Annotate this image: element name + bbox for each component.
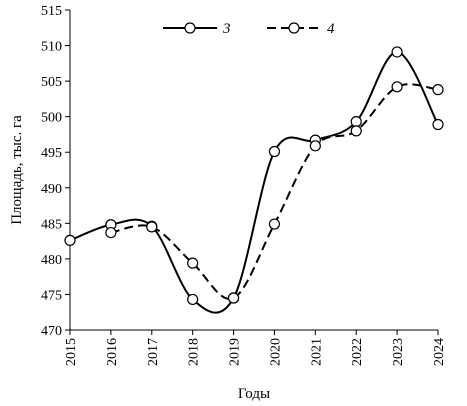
series-3-point (269, 147, 279, 157)
y-tick-label: 505 (41, 75, 62, 90)
series-4-point (310, 141, 320, 151)
x-tick-label: 2022 (350, 338, 365, 366)
y-axis-title: Площадь, тыс. га (9, 115, 25, 225)
legend-3-label: 3 (222, 21, 231, 37)
series-4-point (269, 219, 279, 229)
series-3-point (351, 117, 361, 127)
series-4-point (351, 126, 361, 136)
x-tick-label: 2016 (105, 338, 120, 366)
x-tick-label: 2020 (268, 338, 283, 366)
x-axis-ticks: 2015 2016 2017 2018 2019 2020 2021 2022 2023 2024 (64, 330, 447, 366)
series-4-point (147, 222, 157, 232)
series-4-point (188, 258, 198, 268)
y-tick-label: 480 (41, 253, 62, 268)
series-layer (65, 47, 443, 313)
series-4-point (229, 293, 239, 303)
x-tick-label: 2021 (309, 338, 324, 366)
legend-4-label: 4 (327, 21, 335, 37)
y-tick-label: 485 (41, 217, 62, 232)
x-tick-label: 2024 (432, 338, 447, 366)
x-tick-label: 2015 (64, 338, 79, 366)
x-axis-title: Годы (238, 386, 270, 402)
y-tick-label: 475 (41, 288, 62, 303)
series-3-line (70, 52, 438, 313)
y-tick-label: 470 (41, 324, 62, 339)
y-tick-label: 515 (41, 4, 62, 19)
series-4-line (111, 84, 438, 299)
series-3-point (433, 119, 443, 129)
series-3-point (392, 47, 402, 57)
x-tick-label: 2018 (187, 338, 202, 366)
series-4-point (433, 85, 443, 95)
y-axis-ticks: 470 475 480 485 490 495 500 505 510 515 (41, 4, 70, 339)
y-tick-label: 495 (41, 146, 62, 161)
x-tick-label: 2017 (146, 338, 161, 366)
y-tick-label: 510 (41, 40, 62, 55)
x-tick-label: 2019 (228, 338, 243, 366)
series-3-point (65, 235, 75, 245)
y-tick-label: 490 (41, 182, 62, 197)
series-4-point (106, 228, 116, 238)
x-tick-label: 2023 (391, 338, 406, 366)
legend-4-marker (289, 23, 299, 33)
series-3-point (188, 294, 198, 304)
series-4-point (392, 82, 402, 92)
legend-3-marker (185, 23, 195, 33)
y-tick-label: 500 (41, 111, 62, 126)
